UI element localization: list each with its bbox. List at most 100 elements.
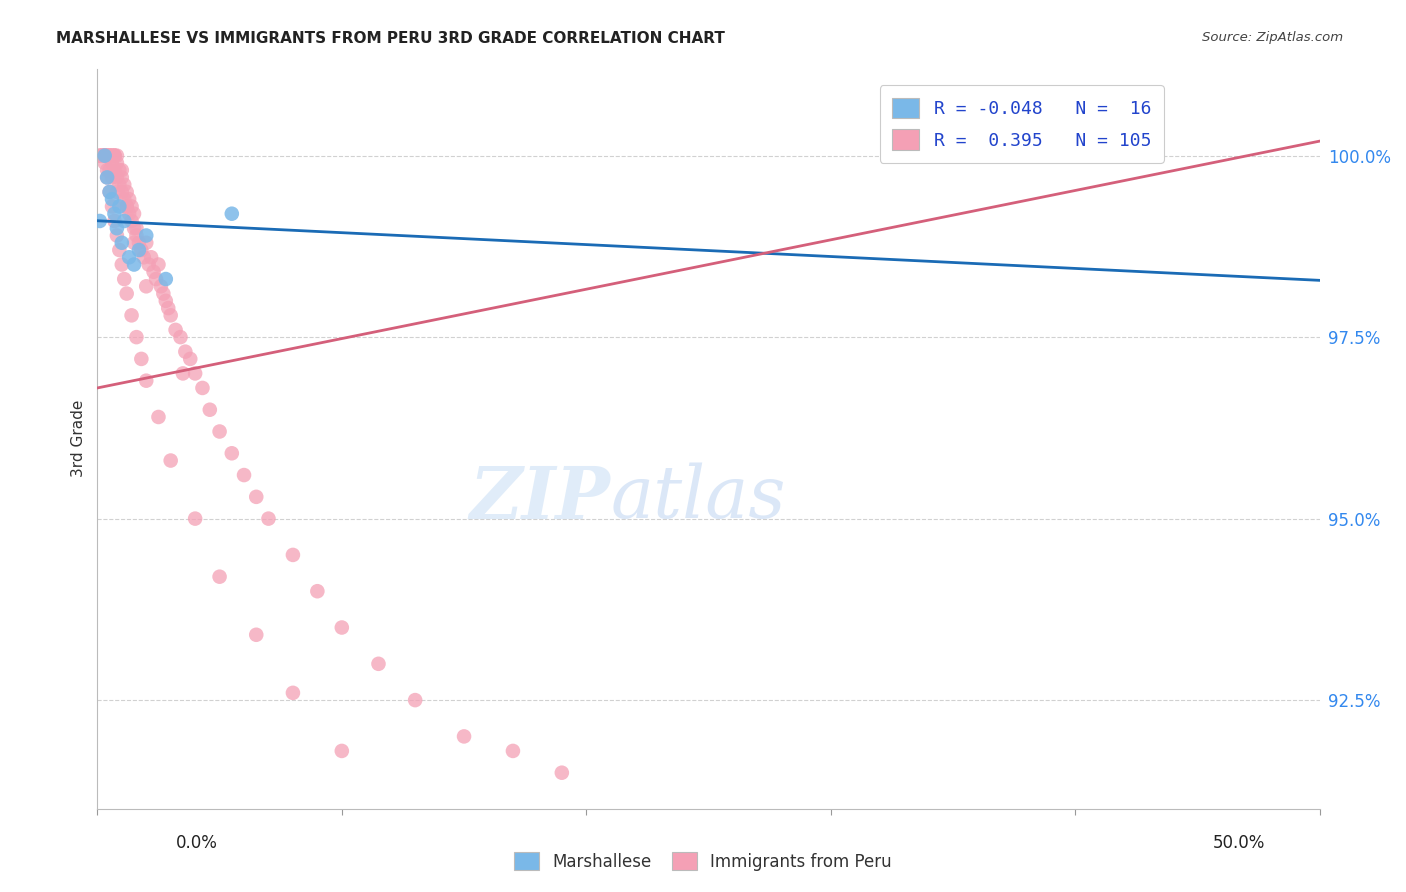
Point xyxy=(135,228,157,243)
Point xyxy=(96,170,118,185)
Point xyxy=(155,293,177,308)
Point xyxy=(111,163,134,178)
Point xyxy=(96,148,118,162)
Point xyxy=(118,207,141,221)
Text: ZIP: ZIP xyxy=(470,462,610,533)
Point xyxy=(96,148,118,162)
Y-axis label: 3rd Grade: 3rd Grade xyxy=(72,401,86,477)
Point xyxy=(93,156,115,170)
Point xyxy=(125,228,148,243)
Point xyxy=(330,620,353,634)
Point xyxy=(101,156,124,170)
Point xyxy=(105,185,128,199)
Point xyxy=(159,453,181,467)
Point xyxy=(103,214,125,228)
Point xyxy=(132,250,155,264)
Point xyxy=(128,235,150,250)
Point xyxy=(128,243,150,257)
Point xyxy=(105,148,128,162)
Point xyxy=(108,243,131,257)
Point xyxy=(98,148,121,162)
Point xyxy=(91,148,114,162)
Point xyxy=(112,192,135,206)
Point xyxy=(105,228,128,243)
Point xyxy=(96,170,118,185)
Point xyxy=(98,185,121,199)
Point xyxy=(93,148,115,162)
Point xyxy=(98,148,121,162)
Point xyxy=(111,235,134,250)
Point xyxy=(221,207,243,221)
Point xyxy=(108,178,131,192)
Point xyxy=(172,367,194,381)
Point xyxy=(112,214,135,228)
Point xyxy=(115,286,138,301)
Point xyxy=(184,367,207,381)
Text: 50.0%: 50.0% xyxy=(1213,834,1265,852)
Point xyxy=(111,258,134,272)
Point xyxy=(121,199,143,213)
Point xyxy=(148,409,170,424)
Point xyxy=(125,330,148,344)
Point xyxy=(149,279,172,293)
Point xyxy=(155,272,177,286)
Point xyxy=(330,744,353,758)
Point xyxy=(138,258,160,272)
Legend: Marshallese, Immigrants from Peru: Marshallese, Immigrants from Peru xyxy=(506,844,900,880)
Point xyxy=(307,584,329,599)
Point xyxy=(281,686,304,700)
Point xyxy=(198,402,221,417)
Point xyxy=(125,221,148,235)
Point xyxy=(142,265,165,279)
Point xyxy=(257,511,280,525)
Point xyxy=(551,765,574,780)
Point xyxy=(208,425,231,439)
Legend: R = -0.048   N =  16, R =  0.395   N = 105: R = -0.048 N = 16, R = 0.395 N = 105 xyxy=(880,85,1164,162)
Point xyxy=(101,170,124,185)
Point xyxy=(103,148,125,162)
Point xyxy=(118,192,141,206)
Text: 0.0%: 0.0% xyxy=(176,834,218,852)
Point xyxy=(96,148,118,162)
Point xyxy=(367,657,389,671)
Point xyxy=(91,148,114,162)
Point xyxy=(115,185,138,199)
Point xyxy=(135,374,157,388)
Point xyxy=(101,192,124,206)
Point xyxy=(131,351,153,366)
Point xyxy=(98,148,121,162)
Point xyxy=(103,148,125,162)
Point xyxy=(135,279,157,293)
Point xyxy=(103,163,125,178)
Point xyxy=(208,570,231,584)
Point xyxy=(108,163,131,178)
Point xyxy=(105,170,128,185)
Point xyxy=(111,170,134,185)
Point xyxy=(191,381,214,395)
Point xyxy=(98,163,121,178)
Point xyxy=(93,148,115,162)
Point xyxy=(502,744,524,758)
Point xyxy=(93,148,115,162)
Text: MARSHALLESE VS IMMIGRANTS FROM PERU 3RD GRADE CORRELATION CHART: MARSHALLESE VS IMMIGRANTS FROM PERU 3RD … xyxy=(56,31,725,46)
Point xyxy=(221,446,243,460)
Point xyxy=(98,185,121,199)
Point xyxy=(89,148,111,162)
Point xyxy=(103,207,125,221)
Point xyxy=(122,207,145,221)
Point xyxy=(157,301,180,315)
Point xyxy=(115,199,138,213)
Point xyxy=(281,548,304,562)
Point xyxy=(404,693,426,707)
Point xyxy=(121,214,143,228)
Point xyxy=(89,214,111,228)
Point xyxy=(245,628,267,642)
Point xyxy=(131,243,153,257)
Point xyxy=(184,511,207,525)
Point xyxy=(122,221,145,235)
Point xyxy=(101,148,124,162)
Point xyxy=(101,199,124,213)
Point xyxy=(453,730,475,744)
Point xyxy=(159,309,181,323)
Text: Source: ZipAtlas.com: Source: ZipAtlas.com xyxy=(1202,31,1343,45)
